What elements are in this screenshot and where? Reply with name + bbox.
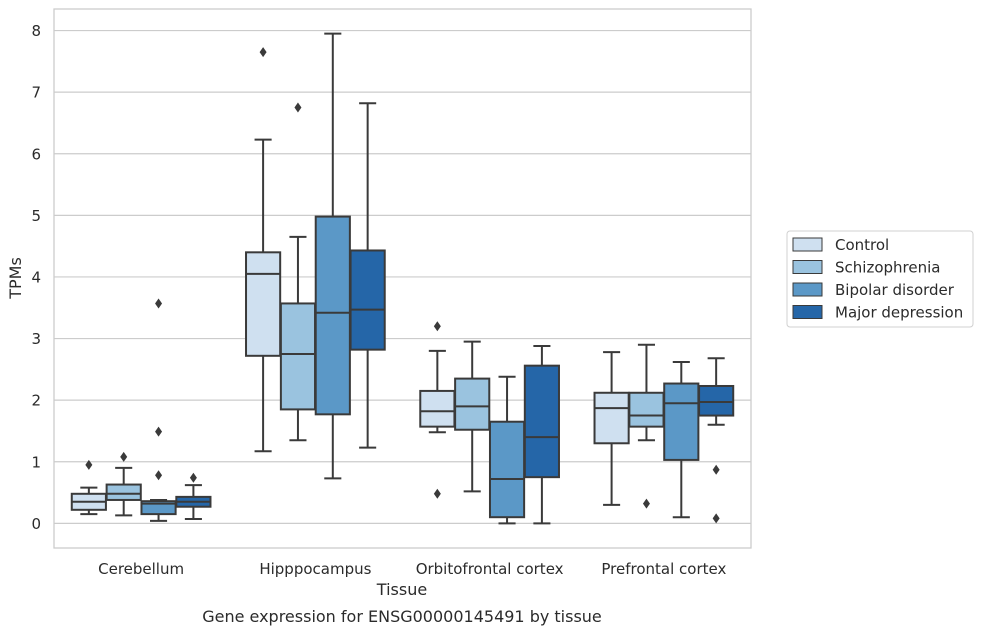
legend-swatch: [792, 237, 823, 252]
y-tick-label: 7: [31, 84, 41, 102]
outlier-point: [189, 472, 197, 483]
box-plot: [245, 47, 282, 453]
plot-frame: [53, 8, 752, 549]
outlier-point: [712, 513, 720, 524]
y-tick-label: 1: [31, 453, 41, 471]
outlier-point: [433, 321, 441, 332]
y-tick-label: 2: [31, 392, 41, 410]
y-tick-label: 4: [31, 268, 41, 286]
box-plot: [70, 459, 107, 516]
legend-swatch: [792, 305, 823, 319]
box-plot: [279, 102, 317, 442]
box: [349, 249, 386, 351]
y-tick-label: 3: [31, 330, 41, 348]
box-plot: [454, 340, 491, 493]
outlier-point: [294, 102, 302, 113]
box: [105, 483, 142, 501]
legend-label: Control: [835, 236, 889, 254]
box-plot: [698, 357, 735, 524]
box-plot: [105, 451, 142, 517]
box: [488, 420, 526, 519]
box: [245, 251, 282, 357]
outlier-point: [259, 47, 267, 58]
outlier-point: [85, 459, 93, 470]
outlier-point: [642, 498, 650, 509]
legend-swatch: [792, 282, 823, 297]
chart-caption: Gene expression for ENSG00000145491 by t…: [202, 607, 602, 626]
box: [523, 364, 560, 479]
x-axis-title: Tissue: [376, 580, 427, 599]
x-tick-label: Cerebellum: [98, 560, 184, 578]
box-plot: [140, 298, 177, 522]
legend-label: Bipolar disorder: [835, 281, 955, 299]
box: [314, 215, 351, 416]
grid-lines: [54, 29, 751, 524]
legend-label: Major depression: [835, 304, 963, 322]
legend: Control Schizophrenia Bipolar disorder Majo…: [786, 230, 974, 328]
box-plot: [663, 360, 700, 519]
box-plot-marks: [70, 32, 735, 525]
x-tick-label: Hipppocampus: [259, 560, 371, 578]
box: [628, 391, 665, 428]
x-tick-label: Prefrontal cortex: [601, 560, 726, 578]
outlier-point: [433, 488, 441, 499]
x-tick-labels: Cerebellum Hipppocampus Orbitofrontal cort…: [98, 560, 726, 578]
x-tick-label: Orbitofrontal cortex: [416, 560, 564, 578]
box-plot: [593, 351, 630, 506]
y-tick-label: 6: [31, 145, 41, 163]
outlier-point: [155, 298, 163, 309]
box-plot: [488, 375, 526, 525]
box: [663, 382, 700, 461]
legend-swatch: [792, 260, 823, 274]
outlier-point: [155, 426, 163, 437]
outlier-point: [712, 464, 720, 475]
box-plot: [349, 102, 386, 449]
box-plot: [419, 321, 456, 499]
box: [698, 384, 735, 417]
box-plot: [175, 472, 212, 521]
y-tick-label: 8: [31, 22, 41, 40]
outlier-point: [155, 470, 163, 481]
legend-label: Schizophrenia: [835, 259, 940, 277]
box: [454, 377, 491, 431]
box: [279, 302, 317, 411]
box: [593, 391, 630, 445]
box-plot: [314, 32, 351, 480]
box-plot: [628, 343, 665, 509]
y-tick-label: 0: [31, 515, 41, 533]
y-axis-title: TPMs: [6, 257, 25, 300]
outlier-point: [120, 451, 128, 462]
y-tick-label: 5: [31, 207, 41, 225]
box: [419, 389, 456, 428]
y-tick-labels: 0 1 2 3 4 5 6 7 8: [31, 22, 41, 533]
legend-frame: [786, 230, 974, 328]
box-plot: [523, 344, 560, 525]
